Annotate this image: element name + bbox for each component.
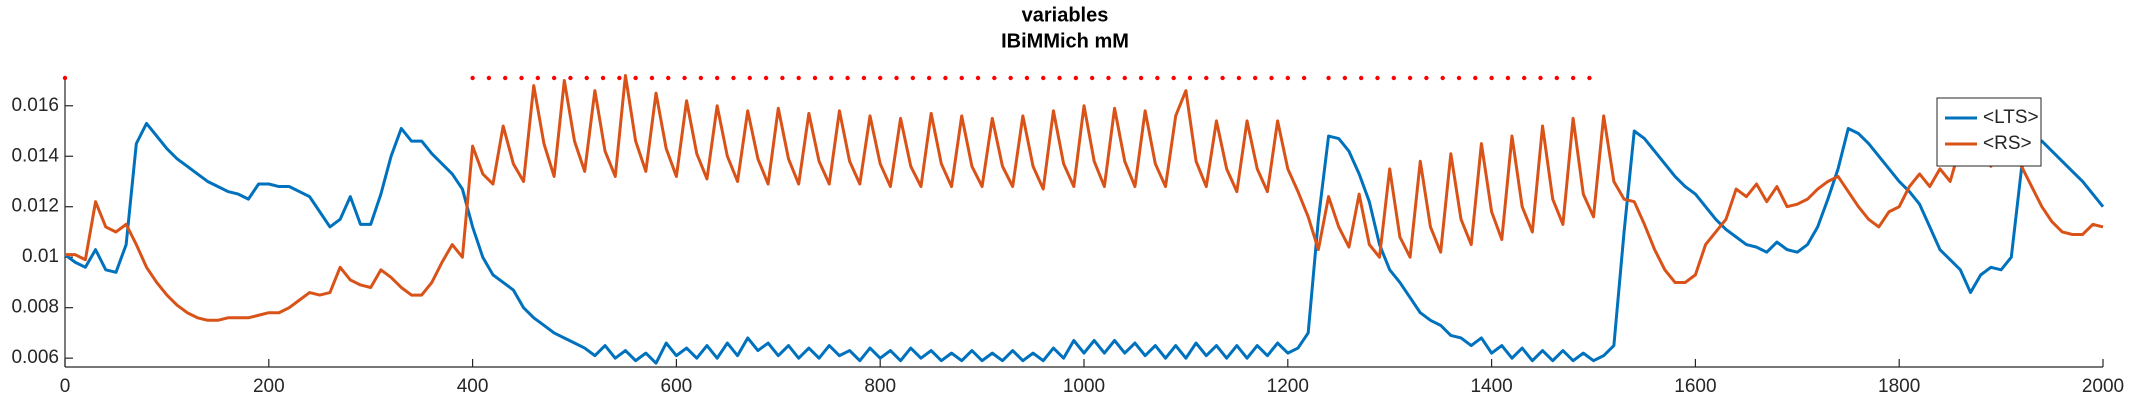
event-dot (1522, 75, 1527, 81)
event-dot (617, 75, 622, 81)
event-dot (1236, 75, 1242, 81)
event-dot (861, 75, 867, 81)
event-dot (1570, 75, 1576, 81)
event-dot (1326, 75, 1331, 81)
x-tick-label: 1800 (1878, 376, 1920, 397)
event-dot (1358, 75, 1364, 81)
event-dot (666, 75, 671, 81)
event-dot (1204, 75, 1209, 81)
event-dot (551, 75, 557, 81)
x-tick-label: 0 (60, 376, 71, 397)
y-tick-label: 0.008 (11, 297, 59, 318)
event-dot (1342, 75, 1348, 81)
event-dot (1057, 75, 1062, 81)
event-dot (1252, 75, 1258, 81)
event-dot (845, 75, 850, 81)
event-dot (731, 75, 736, 81)
x-tick-label: 1200 (1267, 376, 1309, 397)
series-line (64, 121, 2105, 365)
y-tick-label: 0.01 (22, 246, 59, 267)
y-tick-label: 0.014 (11, 145, 59, 166)
event-dot (470, 75, 475, 81)
x-tick-label: 1400 (1470, 376, 1512, 397)
event-dot (943, 75, 948, 81)
event-dot (1587, 75, 1592, 81)
event-dot (1171, 75, 1176, 81)
event-dot (1138, 75, 1144, 81)
event-dot (698, 75, 704, 81)
event-dot (910, 75, 916, 81)
x-tick-label: 1600 (1674, 376, 1716, 397)
legend-label: <RS> (1983, 133, 2032, 154)
event-dot (1505, 75, 1511, 81)
event-dot (1554, 75, 1560, 81)
event-dot (780, 75, 785, 81)
event-dot (1538, 75, 1543, 81)
event-dot (649, 75, 655, 81)
event-dot (1089, 75, 1095, 81)
event-dot (1220, 75, 1225, 81)
event-dot (894, 75, 899, 81)
event-dot (975, 75, 981, 81)
event-dot (1456, 75, 1462, 81)
y-tick-label: 0.006 (11, 347, 59, 368)
event-dot (747, 75, 752, 81)
event-dot (519, 75, 524, 81)
event-dot (1024, 75, 1030, 81)
x-tick-label: 400 (457, 376, 489, 397)
event-dot (568, 75, 573, 81)
chart-title: variables (1022, 4, 1109, 26)
event-dot (1187, 75, 1193, 81)
event-dot (992, 75, 997, 81)
legend-box (1936, 97, 2042, 167)
x-tick-label: 600 (661, 376, 693, 397)
event-dot (1155, 75, 1160, 81)
event-dot (714, 75, 720, 81)
event-dot (682, 75, 687, 81)
event-dot (1473, 75, 1478, 81)
event-dot (1301, 75, 1307, 81)
event-dot (959, 75, 964, 81)
event-dot (584, 75, 589, 81)
legend-label: <LTS> (1983, 107, 2039, 128)
event-dot (1407, 75, 1413, 81)
chart-subtitle: IBiMMich mM (1001, 30, 1129, 52)
event-dot (1424, 75, 1429, 81)
series-line (65, 73, 2104, 322)
event-dot (503, 75, 508, 81)
y-tick-label: 0.016 (11, 95, 59, 116)
x-tick-label: 2000 (2082, 376, 2124, 397)
event-dot (1269, 75, 1274, 81)
event-dot (600, 75, 606, 81)
x-tick-label: 200 (253, 376, 285, 397)
event-dot (829, 75, 834, 81)
event-dot (1041, 75, 1046, 81)
event-dot (763, 75, 769, 81)
event-dot (1008, 75, 1013, 81)
event-dot (1073, 75, 1079, 81)
event-dot (926, 75, 932, 81)
event-dot (796, 75, 801, 81)
event-dot (1440, 75, 1445, 81)
x-tick-label: 1000 (1063, 376, 1105, 397)
event-dot (1106, 75, 1111, 81)
event-dot (1489, 75, 1494, 81)
event-dot (1375, 75, 1380, 81)
event-dot (812, 75, 818, 81)
event-dot (1391, 75, 1396, 81)
event-dot (62, 75, 68, 81)
event-dot (535, 75, 541, 81)
y-tick-label: 0.012 (11, 196, 59, 217)
x-tick-label: 800 (864, 376, 896, 397)
event-dot (878, 75, 883, 81)
event-dot (1285, 75, 1291, 81)
event-dot (633, 75, 638, 81)
event-dot (1122, 75, 1127, 81)
event-dot (486, 75, 492, 81)
